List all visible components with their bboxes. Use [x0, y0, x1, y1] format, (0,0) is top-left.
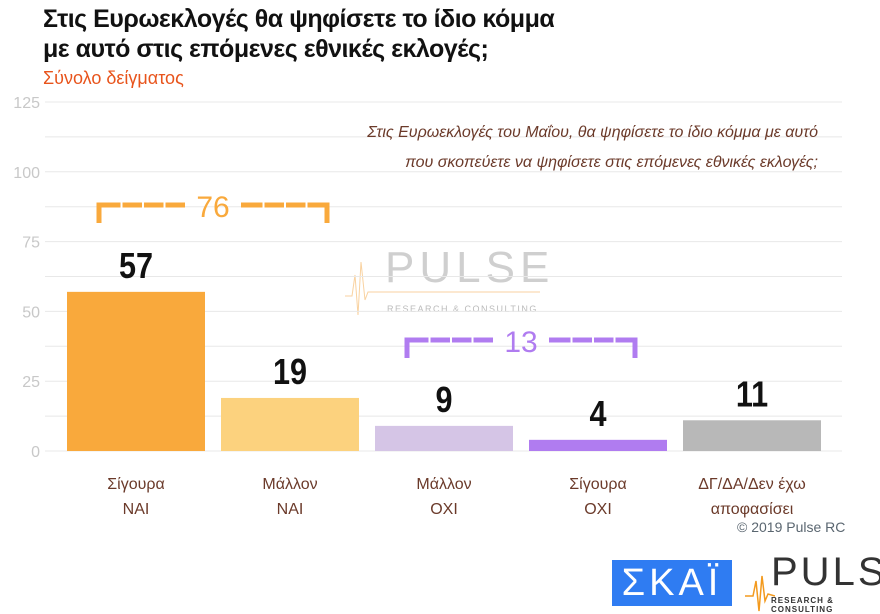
y-tick-label: 100	[13, 165, 40, 182]
group-bracket	[96, 202, 330, 223]
title-line-1: Στις Ευρωεκλογές θα ψηφίσετε το ίδιο κόμ…	[43, 5, 555, 33]
pulse-logo-word: PULSE	[771, 550, 880, 594]
question-line-2: που σκοπεύετε να ψηφίσετε στις επόμενες …	[405, 154, 818, 171]
group-total-label: 13	[504, 326, 537, 359]
watermark-sub: RESEARCH & CONSULTING	[387, 304, 538, 314]
group-total-label: 76	[196, 191, 229, 224]
x-tick-label: ΔΓ/ΔΑ/Δεν έχω	[698, 476, 806, 493]
x-tick-label: Μάλλον	[416, 476, 471, 493]
group-bracket	[404, 337, 638, 358]
data-label: 19	[273, 353, 307, 393]
pulse-wave-icon	[745, 575, 775, 612]
pulse-logo-sub: RESEARCH & CONSULTING	[771, 596, 834, 614]
x-tick-label: Μάλλον	[262, 476, 317, 493]
copyright: © 2019 Pulse RC	[737, 519, 846, 535]
question-line-1: Στις Ευρωεκλογές του Μαΐου, θα ψηφίσετε …	[367, 124, 818, 141]
bar	[67, 291, 205, 451]
y-tick-label: 0	[31, 444, 40, 461]
y-tick-label: 25	[22, 374, 40, 391]
bar	[221, 397, 359, 451]
y-tick-label: 50	[22, 304, 40, 321]
x-tick-label: ΝΑΙ	[277, 501, 304, 518]
data-label: 11	[736, 375, 768, 415]
data-label: 4	[589, 395, 606, 435]
watermark-word: PULSE	[385, 243, 554, 292]
x-tick-label: ΟΧΙ	[430, 501, 458, 518]
bar	[683, 420, 821, 451]
x-tick-label: Σίγουρα	[107, 476, 164, 493]
watermark-wave-icon	[345, 261, 540, 316]
skai-logo: ΣΚΑΪ	[612, 560, 732, 606]
y-tick-label: 75	[22, 235, 40, 252]
x-tick-label: αποφασίσει	[711, 501, 794, 518]
x-tick-label: ΟΧΙ	[584, 501, 612, 518]
x-tick-label: Σίγουρα	[569, 476, 626, 493]
data-label: 9	[435, 381, 452, 421]
question-text: Στις Ευρωεκλογές του Μαΐου, θα ψηφίσετε …	[367, 118, 818, 178]
title-line-2: με αυτό στις επόμενες εθνικές εκλογές;	[43, 35, 489, 63]
chart-title: Στις Ευρωεκλογές θα ψηφίσετε το ίδιο κόμ…	[43, 4, 555, 64]
y-tick-label: 125	[13, 95, 40, 112]
pulse-logo: PULSE RESEARCH & CONSULTING	[745, 550, 880, 614]
bar	[529, 439, 667, 451]
data-label: 57	[119, 247, 153, 287]
x-tick-label: ΝΑΙ	[123, 501, 150, 518]
chart-subtitle: Σύνολο δείγματος	[43, 68, 184, 88]
bar	[375, 425, 513, 451]
